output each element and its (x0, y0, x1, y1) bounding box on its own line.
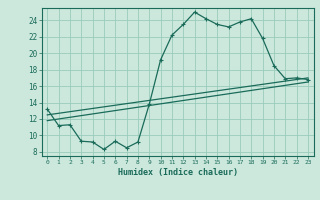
X-axis label: Humidex (Indice chaleur): Humidex (Indice chaleur) (118, 168, 237, 177)
